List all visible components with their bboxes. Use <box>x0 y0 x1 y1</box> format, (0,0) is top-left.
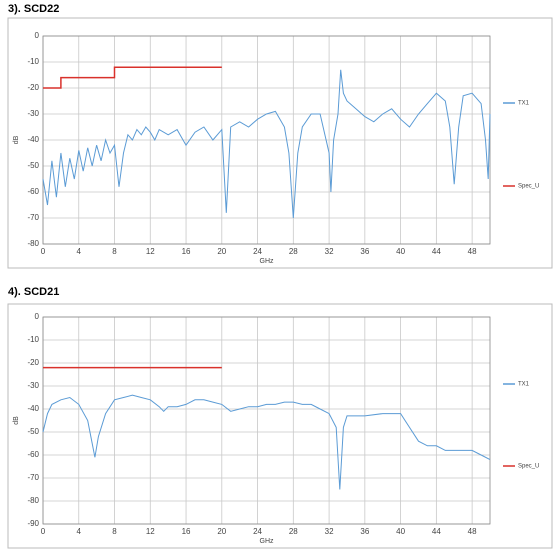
data-line <box>42 394 491 490</box>
x-tick-label: 20 <box>217 527 226 536</box>
x-tick-label: 8 <box>112 527 117 536</box>
plot-border <box>42 35 491 245</box>
y-tick-label: -30 <box>27 381 39 390</box>
x-tick-label: 4 <box>77 247 82 256</box>
x-tick-label: 32 <box>325 527 334 536</box>
x-tick-label: 24 <box>253 527 262 536</box>
y-tick-label: -40 <box>27 135 39 144</box>
data-line <box>42 69 491 219</box>
y-tick-label: -60 <box>27 450 39 459</box>
data-line <box>43 66 222 89</box>
plot-border <box>42 316 491 525</box>
x-tick-label: 36 <box>360 527 369 536</box>
chart-title: 4). SCD21 <box>8 286 59 298</box>
y-tick-label: -50 <box>27 427 39 436</box>
x-tick-label: 40 <box>396 527 405 536</box>
y-tick-label: -80 <box>27 239 39 248</box>
x-tick-label: 8 <box>112 247 117 256</box>
y-tick-label: -60 <box>27 187 39 196</box>
x-tick-label: 20 <box>217 247 226 256</box>
legend-label: Spec_U <box>518 464 539 470</box>
x-tick-label: 16 <box>182 527 191 536</box>
x-tick-label: 48 <box>468 527 477 536</box>
y-tick-label: 0 <box>35 31 40 40</box>
x-tick-label: 24 <box>253 247 262 256</box>
x-tick-label: 0 <box>41 527 46 536</box>
x-tick-label: 40 <box>396 247 405 256</box>
y-tick-label: -10 <box>27 57 39 66</box>
chart-title: 3). SCD22 <box>8 3 59 15</box>
legend-label: TX1 <box>518 382 530 388</box>
x-tick-label: 32 <box>325 247 334 256</box>
y-tick-label: -30 <box>27 109 39 118</box>
y-tick-label: -50 <box>27 161 39 170</box>
x-tick-label: 44 <box>432 247 441 256</box>
x-axis-label: GHz <box>260 258 275 265</box>
x-tick-label: 16 <box>182 247 191 256</box>
x-tick-label: 12 <box>146 527 155 536</box>
x-tick-label: 48 <box>468 247 477 256</box>
y-tick-label: -40 <box>27 404 39 413</box>
x-tick-label: 0 <box>41 247 46 256</box>
x-tick-label: 4 <box>77 527 82 536</box>
x-tick-label: 12 <box>146 247 155 256</box>
y-tick-label: -80 <box>27 496 39 505</box>
y-axis-label: dB <box>13 416 20 425</box>
x-axis-label: GHz <box>260 538 275 545</box>
y-tick-label: -90 <box>27 519 39 528</box>
x-tick-label: 28 <box>289 247 298 256</box>
y-tick-label: -10 <box>27 335 39 344</box>
x-tick-label: 28 <box>289 527 298 536</box>
y-tick-label: -70 <box>27 213 39 222</box>
y-tick-label: -20 <box>27 83 39 92</box>
legend-label: TX1 <box>518 101 530 107</box>
x-tick-label: 44 <box>432 527 441 536</box>
x-tick-label: 36 <box>360 247 369 256</box>
y-tick-label: -20 <box>27 358 39 367</box>
legend-label: Spec_U <box>518 184 539 190</box>
y-axis-label: dB <box>13 135 20 144</box>
chart-frame <box>7 303 553 549</box>
y-tick-label: -70 <box>27 473 39 482</box>
y-tick-label: 0 <box>35 312 40 321</box>
chart-frame <box>7 17 553 269</box>
